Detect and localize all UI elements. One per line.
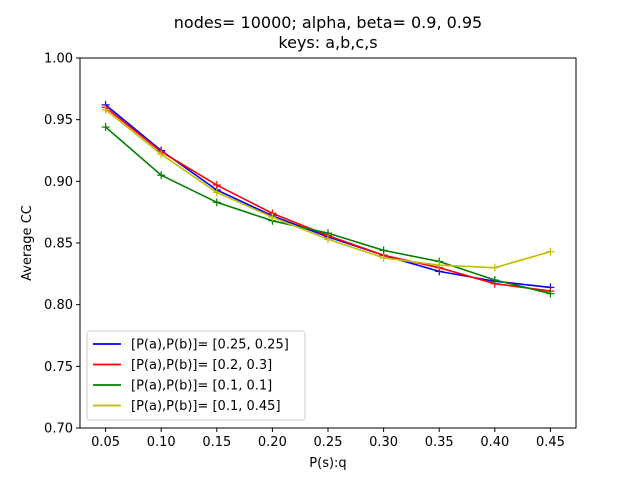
y-tick-label: 0.95	[44, 113, 73, 128]
y-tick-label: 0.90	[44, 175, 73, 190]
data-point-marker	[379, 246, 388, 255]
x-tick-label: 0.15	[202, 435, 231, 450]
x-tick-label: 0.30	[369, 435, 398, 450]
x-tick-label: 0.45	[536, 435, 565, 450]
legend-label: [P(a),P(b)]= [0.2, 0.3]	[131, 358, 272, 373]
legend-item: [P(a),P(b)]= [0.1, 0.1]	[93, 379, 272, 394]
data-point-marker	[546, 289, 555, 298]
legend-label: [P(a),P(b)]= [0.25, 0.25]	[131, 338, 289, 353]
y-tick-label: 0.70	[44, 422, 73, 437]
legend-label: [P(a),P(b)]= [0.1, 0.1]	[131, 379, 272, 394]
series-layer	[101, 100, 555, 298]
x-tick-label: 0.35	[425, 435, 454, 450]
legend-box	[86, 330, 306, 421]
data-point-marker	[212, 181, 221, 190]
y-tick-label: 1.00	[44, 52, 73, 67]
data-point-marker	[101, 105, 110, 114]
chart-title-line1: nodes= 10000; alpha, beta= 0.9, 0.95	[174, 13, 482, 32]
data-point-marker	[212, 198, 221, 207]
series-3	[101, 105, 555, 272]
data-point-marker	[324, 235, 332, 244]
legend-item: [P(a),P(b)]= [0.25, 0.25]	[93, 338, 289, 353]
x-tick-label: 0.05	[91, 435, 120, 450]
x-axis: 0.05 0.10 0.15 0.20 0.25 0.30 0.35 0.40 0.45	[91, 428, 565, 450]
data-point-marker	[490, 276, 499, 284]
data-point-marker	[546, 247, 555, 256]
data-point-marker	[157, 150, 166, 159]
legend-item: [P(a),P(b)]= [0.1, 0.45]	[93, 399, 281, 414]
y-tick-label: 0.80	[44, 298, 73, 313]
data-point-marker	[268, 213, 277, 222]
y-tick-label: 0.75	[44, 360, 73, 375]
x-tick-label: 0.40	[480, 435, 509, 450]
y-axis: 0.70 0.75 0.80 0.85 0.90 0.95 1.00	[44, 52, 80, 437]
x-axis-label: P(s):q	[309, 456, 346, 471]
x-tick-label: 0.25	[314, 435, 343, 450]
x-tick-label: 0.10	[147, 435, 176, 450]
data-point-marker	[435, 261, 444, 270]
data-point-marker	[101, 123, 110, 132]
legend-label: [P(a),P(b)]= [0.1, 0.45]	[131, 399, 281, 414]
x-tick-label: 0.20	[258, 435, 287, 450]
chart-title-line2: keys: a,b,c,s	[278, 33, 377, 52]
plot-frame	[79, 57, 577, 429]
y-axis-label: Average CC	[20, 205, 35, 281]
series-2	[101, 123, 555, 298]
legend: [P(a),P(b)]= [0.25, 0.25] [P(a),P(b)]= [0…	[86, 330, 306, 421]
legend-item: [P(a),P(b)]= [0.2, 0.3]	[93, 358, 272, 373]
data-point-marker	[212, 188, 221, 197]
data-point-marker	[157, 171, 166, 180]
y-tick-label: 0.85	[44, 237, 73, 252]
data-point-marker	[379, 253, 388, 262]
data-point-marker	[490, 263, 499, 272]
